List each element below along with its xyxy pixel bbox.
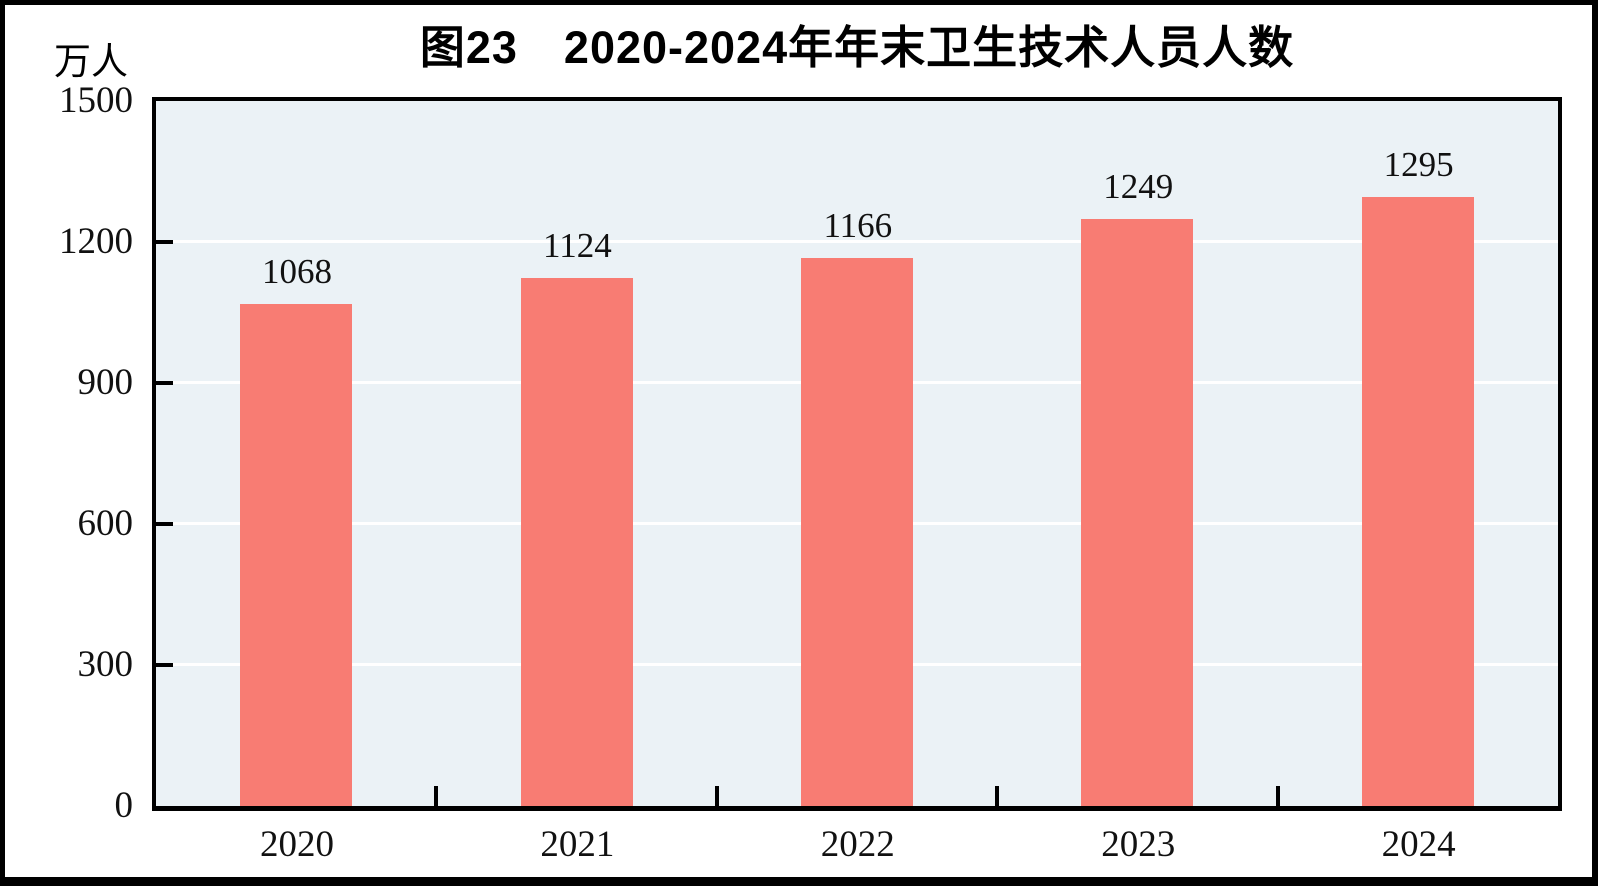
x-tick-label: 2024: [1381, 824, 1456, 865]
bar-2021: [520, 277, 633, 806]
bar-value-label: 1295: [1383, 145, 1454, 185]
bar-value-label: 1068: [262, 252, 332, 292]
plot-area: [152, 97, 1562, 811]
y-tick-label: 300: [77, 644, 134, 685]
x-tick-label: 2020: [260, 824, 334, 865]
y-tick-label: 0: [114, 785, 134, 826]
y-axis-tick: [156, 522, 173, 526]
x-axis-tick: [714, 786, 719, 806]
x-tick-label: 2022: [820, 824, 895, 865]
chart-title: 图23 2020-2024年年末卫生技术人员人数: [419, 22, 1295, 73]
bar-2020: [240, 304, 353, 806]
bar-2023: [1081, 218, 1194, 806]
y-tick-label: 600: [77, 503, 134, 544]
bar-value-label: 1166: [823, 205, 893, 245]
bar-2024: [1361, 197, 1474, 806]
y-tick-label: 900: [77, 362, 134, 403]
x-tick-label: 2023: [1101, 824, 1176, 865]
y-axis-unit-label: 万人: [54, 42, 128, 83]
x-tick-label: 2021: [540, 824, 615, 865]
bar-value-label: 1124: [543, 225, 612, 265]
x-axis-tick: [434, 786, 439, 806]
bar-value-label: 1249: [1103, 166, 1174, 206]
y-axis-tick: [156, 663, 173, 667]
gridline: [156, 240, 1558, 243]
y-axis-tick: [156, 240, 173, 244]
bar-2022: [801, 257, 913, 806]
y-tick-label: 1200: [59, 221, 133, 262]
x-axis-tick: [1275, 786, 1280, 806]
x-axis-tick: [995, 786, 1000, 806]
y-axis-tick: [156, 381, 173, 385]
y-tick-label: 1500: [59, 80, 133, 121]
